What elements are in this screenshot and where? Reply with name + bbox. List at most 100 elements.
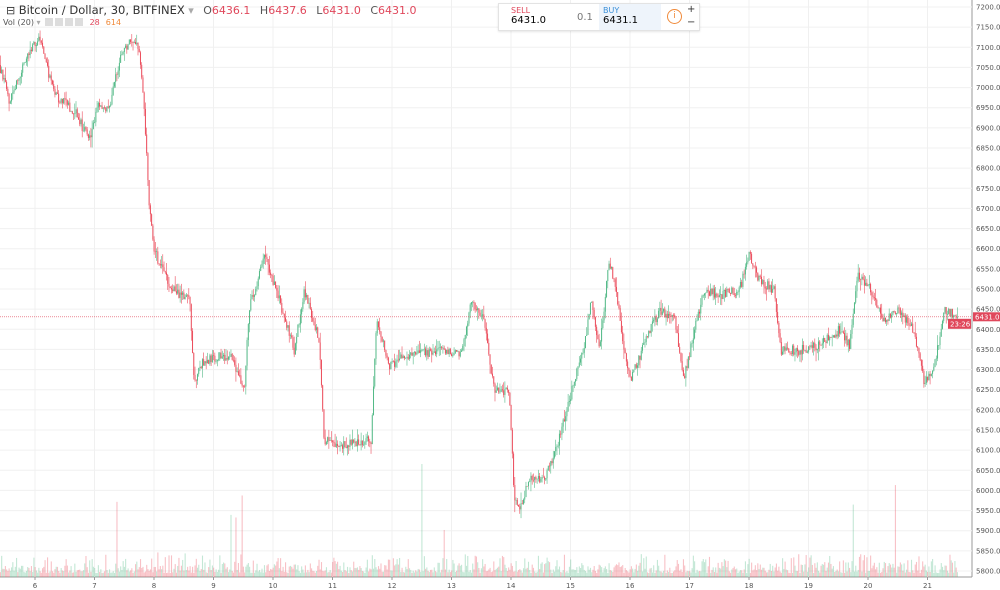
volume-bar — [718, 567, 720, 577]
volume-bar — [909, 572, 911, 577]
volume-bar — [847, 562, 849, 577]
candle — [163, 267, 165, 272]
candle — [573, 381, 575, 386]
volume-bar — [684, 565, 686, 577]
price-tick-label: 6150.0 — [976, 427, 1000, 435]
volume-bar — [55, 566, 57, 577]
time-tick-label: 21 — [923, 582, 932, 590]
candle — [434, 351, 436, 355]
candle — [133, 41, 135, 43]
volume-bar — [330, 572, 332, 577]
volume-bar — [193, 572, 195, 577]
candle — [177, 289, 179, 294]
candle — [266, 257, 268, 259]
volume-bar — [602, 572, 604, 577]
volume-bar — [730, 572, 732, 577]
sell-button[interactable]: SELL 6431.0 — [507, 4, 569, 30]
candle — [30, 49, 32, 52]
volume-bar — [822, 564, 825, 577]
volume-bar — [768, 569, 770, 577]
candle — [113, 82, 115, 87]
candle — [276, 287, 278, 291]
volume-bar — [408, 568, 411, 577]
candle — [827, 334, 829, 341]
candle — [55, 92, 57, 95]
candle — [235, 364, 237, 372]
volume-bar — [695, 572, 697, 577]
volume-bar — [603, 568, 605, 577]
volume-bar — [813, 572, 815, 577]
candle — [737, 291, 739, 293]
candle — [448, 348, 450, 355]
candle — [700, 304, 702, 314]
volume-bar — [286, 572, 288, 577]
candle — [912, 323, 914, 333]
candle — [930, 373, 932, 377]
candle — [322, 385, 324, 410]
close-icon[interactable] — [75, 18, 84, 26]
candle — [865, 282, 867, 286]
eye-icon[interactable] — [45, 18, 54, 26]
volume-bar — [43, 566, 45, 577]
candle — [430, 349, 432, 351]
more-icon[interactable] — [65, 18, 74, 26]
candle — [544, 477, 546, 480]
candle — [480, 315, 482, 317]
candle — [927, 376, 929, 381]
quantity-field[interactable]: 0.1 — [577, 12, 593, 23]
chevron-down-icon[interactable]: ▾ — [36, 18, 41, 27]
candle — [28, 53, 30, 56]
collapse-icon[interactable]: ⊟ — [6, 4, 16, 17]
volume-bar — [804, 564, 806, 577]
volume-bar — [648, 572, 650, 577]
candle — [504, 388, 506, 395]
volume-bars — [0, 464, 958, 577]
candle — [359, 444, 361, 446]
volume-bar — [837, 571, 839, 577]
volume-bar — [665, 572, 667, 577]
volume-bar — [187, 566, 189, 577]
volume-bar — [421, 464, 423, 577]
candle — [477, 308, 479, 311]
volume-bar — [927, 571, 929, 577]
candle — [236, 371, 238, 372]
volume-bar — [790, 558, 792, 577]
info-icon[interactable]: i — [667, 9, 682, 24]
volume-bar — [344, 569, 346, 577]
candle — [518, 504, 520, 507]
decrease-button[interactable]: − — [687, 17, 696, 28]
volume-bar — [136, 561, 138, 577]
candle — [718, 295, 720, 298]
price-axis[interactable] — [972, 0, 1000, 590]
volume-bar — [505, 568, 507, 577]
volume-bar — [762, 567, 764, 577]
volume-bar — [556, 560, 558, 577]
volume-bar — [315, 571, 318, 577]
candle — [330, 440, 332, 441]
volume-bar — [722, 566, 724, 577]
volume-bar — [113, 572, 116, 577]
settings-icon[interactable] — [55, 18, 64, 26]
volume-bar — [910, 559, 913, 577]
candle — [469, 304, 471, 313]
candle — [566, 410, 568, 417]
chevron-down-icon[interactable]: ▾ — [188, 4, 194, 17]
volume-bar — [365, 567, 367, 577]
volume-bar — [433, 567, 435, 577]
volume-bar — [601, 567, 603, 577]
candle — [354, 441, 356, 443]
symbol-title[interactable]: Bitcoin / Dollar, 30, BITFINEX — [18, 3, 185, 17]
volume-bar — [375, 567, 377, 577]
candle — [727, 288, 729, 290]
volume-bar — [201, 555, 204, 577]
candle — [875, 298, 877, 300]
increase-button[interactable]: + — [687, 4, 696, 15]
time-tick-label: 17 — [685, 582, 694, 590]
volume-bar — [94, 567, 96, 577]
volume-bar — [613, 567, 615, 577]
buy-button[interactable]: BUY 6431.1 — [599, 4, 661, 30]
candle — [521, 503, 523, 504]
candle — [139, 52, 141, 65]
volume-label[interactable]: Vol (20) — [3, 18, 34, 27]
